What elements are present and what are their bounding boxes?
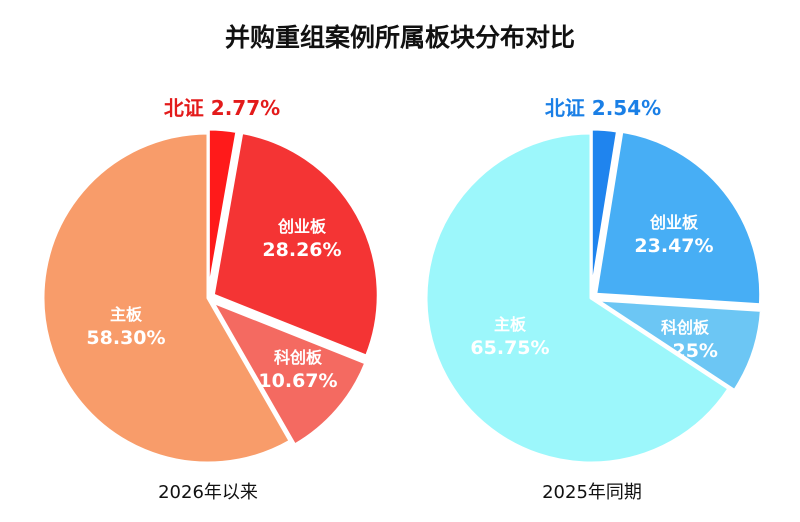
caption-2025: 2025年同期	[542, 482, 642, 503]
slice-value-label: 28.26%	[262, 239, 341, 261]
pie-slice	[595, 298, 763, 393]
pie-chart-2026: 创业板 28.26% 科创板 10.67% 主板 58.30% 北证 2.77%	[41, 96, 380, 465]
pie-slice	[594, 129, 763, 307]
slice-callout-label: 北证 2.77%	[164, 96, 280, 120]
slice-name-label: 主板	[110, 305, 143, 324]
pie-slice	[211, 300, 368, 447]
slice-name-label: 创业板	[649, 213, 699, 232]
slice-name-label: 科创板	[274, 348, 323, 367]
slice-name-label: 创业板	[277, 217, 327, 236]
pie-slice	[211, 131, 380, 358]
pie-slice	[424, 131, 731, 465]
slice-value-label: 10.67%	[258, 370, 337, 392]
slice-callout-label: 北证 2.54%	[545, 96, 661, 120]
chart-title: 并购重组案例所属板块分布对比	[224, 23, 575, 52]
slice-name-label: 主板	[494, 315, 527, 334]
slice-value-label: 58.30%	[86, 327, 165, 349]
caption-2026: 2026年以来	[158, 482, 258, 503]
pie-slice	[41, 131, 292, 465]
pie-slice	[589, 127, 620, 296]
slice-value-label: 23.47%	[634, 235, 713, 257]
slice-value-label: 65.75%	[470, 337, 549, 359]
slice-name-label: 科创板	[661, 318, 710, 337]
pie-slice	[206, 127, 239, 296]
